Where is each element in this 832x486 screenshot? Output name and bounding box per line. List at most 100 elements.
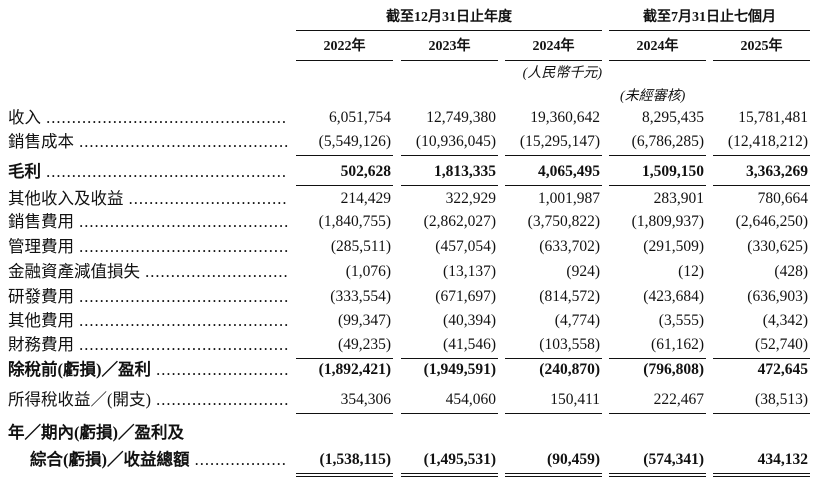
rule: [401, 60, 498, 61]
cell-value: (1,809,937): [631, 213, 704, 230]
underline: [713, 358, 810, 359]
underline: [609, 473, 706, 474]
cell-value: (4,342): [762, 312, 808, 329]
underline: [401, 473, 498, 474]
cell-value: (1,538,115): [319, 451, 391, 468]
cell-value: (671,697): [435, 288, 496, 305]
underline: [296, 413, 393, 414]
unit-note: (人民幣千元): [522, 66, 602, 81]
cell-value: (1,840,755): [318, 213, 391, 230]
cell-value: (330,625): [747, 238, 808, 255]
underline: [713, 155, 810, 156]
underline: [296, 473, 393, 474]
cell-value: (2,646,250): [735, 213, 808, 230]
underline: [401, 476, 498, 477]
underline: [609, 155, 706, 156]
group-header: 截至12月31日止年度: [386, 10, 512, 25]
cell-value: (15,295,147): [519, 133, 600, 150]
underline: [609, 476, 706, 477]
cell-value: 454,060: [445, 391, 496, 408]
cell-value: (285,511): [330, 238, 391, 255]
column-header: 2022年: [323, 39, 366, 54]
underline: [401, 358, 498, 359]
cell-value: (1,949,591): [423, 361, 496, 378]
cell-value: 780,664: [757, 190, 808, 207]
cell-value: 1,509,150: [642, 163, 704, 180]
cell-value: 1,001,987: [538, 190, 600, 207]
row-label: 除稅前(虧損)／盈利: [8, 360, 288, 380]
cell-value: (333,554): [330, 288, 391, 305]
cell-value: (4,774): [554, 312, 600, 329]
cell-value: 1,813,335: [434, 163, 496, 180]
underline: [296, 185, 393, 186]
cell-value: (2,862,027): [423, 213, 496, 230]
group-header: 截至7月31日止七個月: [643, 10, 776, 25]
cell-value: (291,509): [643, 238, 704, 255]
row-label: 年／期內(虧損)／盈利及: [8, 423, 184, 442]
underline: [401, 413, 498, 414]
cell-value: 8,295,435: [642, 109, 704, 126]
cell-value: 12,749,380: [426, 109, 496, 126]
rule: [296, 30, 602, 31]
row-label: 銷售成本: [8, 132, 288, 152]
cell-value: (924): [566, 263, 600, 280]
cell-value: (61,162): [651, 336, 704, 353]
row-label: 毛利: [8, 162, 288, 182]
row-label: 財務費用: [8, 335, 288, 355]
cell-value: (428): [774, 263, 808, 280]
column-header: 2024年: [636, 39, 679, 54]
cell-value: 222,467: [653, 391, 704, 408]
underline: [296, 476, 393, 477]
rule: [713, 60, 810, 61]
audit-note: (未經審核): [620, 89, 686, 104]
cell-value: 6,051,754: [329, 109, 391, 126]
underline: [505, 155, 602, 156]
cell-value: (12,418,212): [727, 133, 808, 150]
cell-value: 15,781,481: [738, 109, 808, 126]
cell-value: (3,555): [658, 312, 704, 329]
underline: [505, 358, 602, 359]
cell-value: 214,429: [340, 190, 391, 207]
row-label: 管理費用: [8, 237, 288, 257]
row-label: 綜合(虧損)／收益總額: [30, 450, 288, 470]
cell-value: (10,936,045): [415, 133, 496, 150]
cell-value: (38,513): [755, 391, 808, 408]
underline: [713, 476, 810, 477]
cell-value: 354,306: [340, 391, 391, 408]
cell-value: 434,132: [757, 451, 808, 468]
cell-value: 502,628: [340, 163, 391, 180]
cell-value: 322,929: [445, 190, 496, 207]
cell-value: (5,549,126): [318, 133, 391, 150]
cell-value: (633,702): [539, 238, 600, 255]
rule: [609, 60, 706, 61]
underline: [401, 155, 498, 156]
row-label: 金融資產減值損失: [8, 262, 288, 282]
underline: [713, 473, 810, 474]
cell-value: 3,363,269: [746, 163, 808, 180]
cell-value: (423,684): [643, 288, 704, 305]
column-header: 2023年: [428, 39, 471, 54]
cell-value: (457,054): [435, 238, 496, 255]
row-label: 銷售費用: [8, 212, 288, 232]
cell-value: (40,394): [443, 312, 496, 329]
cell-value: 4,065,495: [538, 163, 600, 180]
row-label: 收入: [8, 108, 288, 128]
underline: [505, 413, 602, 414]
row-label: 研發費用: [8, 287, 288, 307]
cell-value: (574,341): [643, 451, 704, 468]
column-header: 2024年: [532, 39, 575, 54]
cell-value: (1,076): [345, 263, 391, 280]
cell-value: 19,360,642: [530, 109, 600, 126]
cell-value: (3,750,822): [527, 213, 600, 230]
cell-value: (13,137): [443, 263, 496, 280]
underline: [505, 185, 602, 186]
cell-value: (103,558): [539, 336, 600, 353]
row-label: 其他收入及收益: [8, 189, 288, 209]
cell-value: (1,892,421): [318, 361, 391, 378]
underline: [713, 185, 810, 186]
cell-value: 150,411: [550, 391, 600, 408]
underline: [505, 476, 602, 477]
underline: [296, 358, 393, 359]
cell-value: 472,645: [757, 361, 808, 378]
